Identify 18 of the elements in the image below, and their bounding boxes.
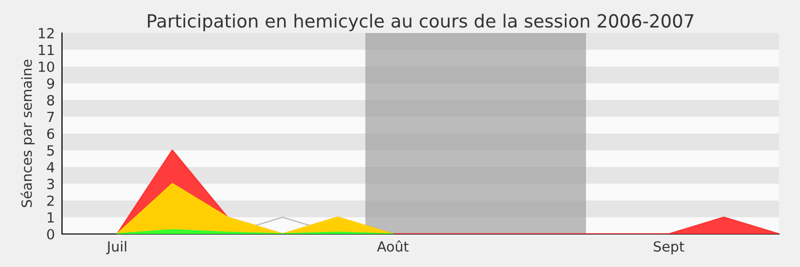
y-tick-label: 4 — [46, 162, 54, 172]
y-tick-label: 10 — [38, 61, 54, 72]
y-axis-title: Séances par semaine — [20, 60, 35, 208]
y-tick-label: 5 — [47, 145, 54, 156]
y-tick-label: 1 — [48, 212, 54, 223]
y-tick-label: 8 — [47, 94, 54, 106]
y-tick-label: 9 — [47, 78, 54, 89]
y-tick-label: 6 — [47, 128, 54, 139]
x-tick-label: Juil — [106, 240, 126, 254]
y-tick-label: 12 — [38, 28, 54, 38]
chart-title: Participation en hemicycle au cours de la session 2006-2007 — [148, 14, 694, 32]
x-tick-label: Août — [377, 240, 409, 252]
y-tick-label: 3 — [47, 178, 54, 190]
x-tick-label: Sept — [654, 241, 684, 254]
y-tick-label: 2 — [47, 195, 54, 206]
y-tick-label: 0 — [47, 228, 54, 240]
y-tick-label: 11 — [38, 44, 54, 56]
y-tick-label: 7 — [47, 112, 54, 122]
